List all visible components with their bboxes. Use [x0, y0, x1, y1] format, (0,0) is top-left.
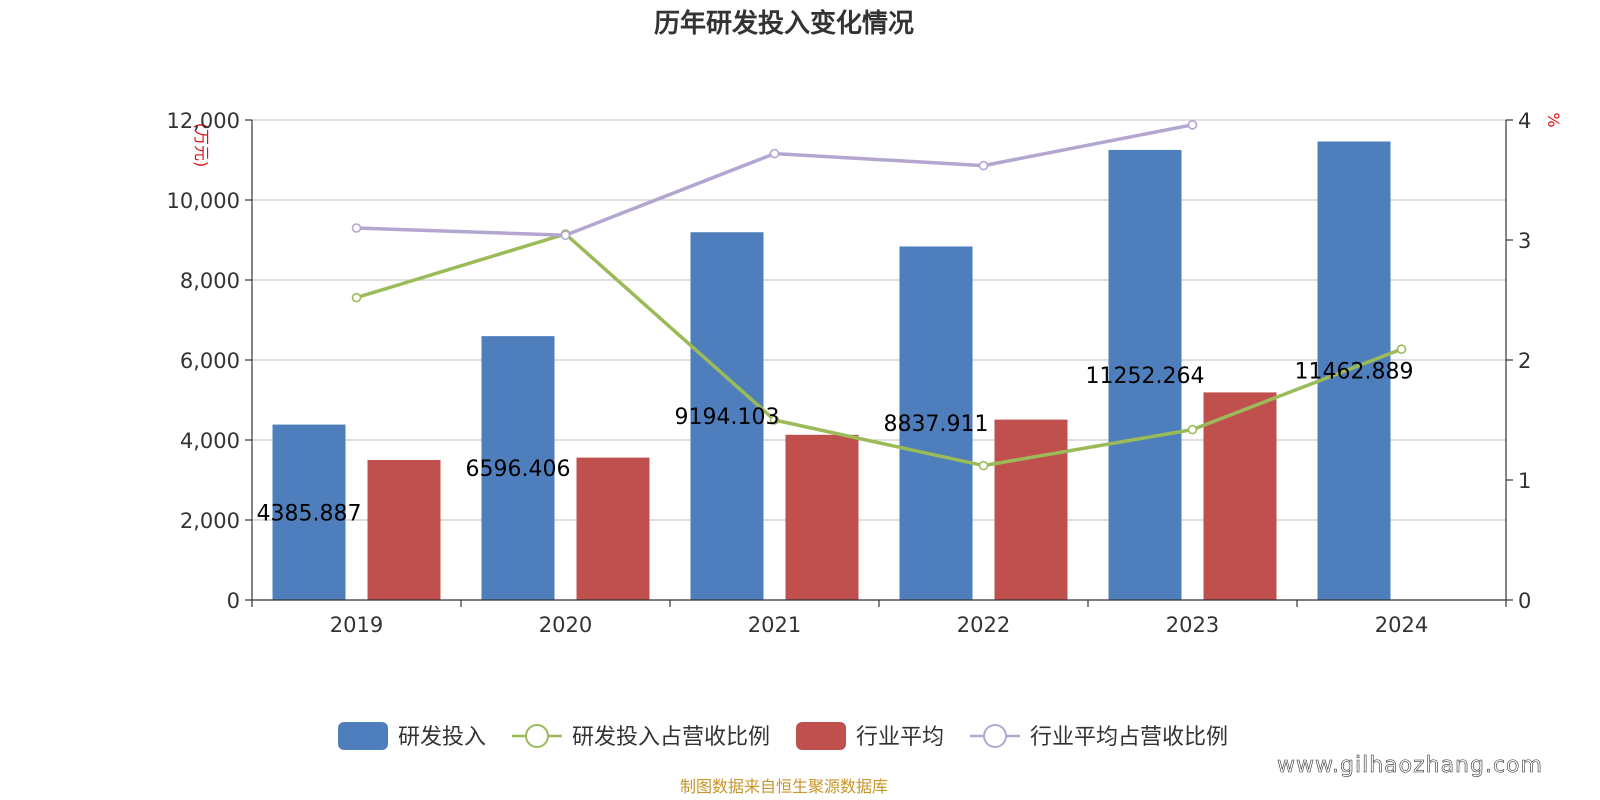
- data-label: 9194.103: [675, 405, 780, 430]
- x-tick-label: 2021: [748, 613, 801, 637]
- legend-label: 研发投入: [398, 725, 486, 750]
- y-left-tick-label: 12,000: [167, 109, 240, 133]
- bar-rd-investment: [1317, 141, 1391, 600]
- legend-item: 研发投入占营收比例: [512, 724, 770, 750]
- data-label: 4385.887: [257, 501, 362, 526]
- bar-industry-average: [1203, 392, 1277, 600]
- bar-industry-average: [994, 419, 1068, 600]
- point-industry-ratio: [560, 230, 571, 240]
- point-industry-ratio: [1187, 120, 1198, 130]
- point-rd-ratio: [1187, 424, 1198, 435]
- legend-swatch-bar: [338, 722, 388, 750]
- point-rd-ratio: [1396, 344, 1407, 355]
- y-left-unit-label: (万元): [192, 123, 211, 168]
- bar-rd-investment: [481, 336, 555, 600]
- bar-rd-investment: [899, 246, 973, 600]
- lines-layer: [351, 120, 1407, 471]
- data-label: 11462.889: [1295, 360, 1414, 385]
- x-tick-label: 2023: [1166, 613, 1219, 637]
- y-left-tick-label: 8,000: [180, 269, 240, 293]
- y-left-tick-label: 0: [227, 589, 240, 613]
- point-rd-ratio: [769, 415, 780, 425]
- legend-item: 行业平均: [796, 722, 944, 750]
- line-industry-ratio: [356, 123, 1193, 237]
- watermark: www.gilhaozhang.com: [1277, 753, 1543, 778]
- y-right-tick-label: 2: [1518, 349, 1531, 373]
- legend-label: 行业平均占营收比例: [1030, 725, 1228, 750]
- point-industry-ratio: [978, 160, 989, 171]
- point-industry-ratio: [351, 223, 362, 233]
- bar-rd-investment: [272, 424, 346, 600]
- y-right-tick-label: 3: [1518, 229, 1531, 253]
- data-label: 8837.911: [884, 412, 989, 437]
- y-right-unit-label: %: [1544, 112, 1563, 127]
- y-left-tick-label: 4,000: [180, 429, 240, 453]
- point-rd-ratio: [978, 460, 989, 471]
- legend-label: 研发投入占营收比例: [572, 725, 770, 750]
- legend-item: 研发投入: [338, 722, 486, 750]
- legend-swatch-marker: [525, 724, 550, 748]
- legend-swatch-marker: [983, 724, 1008, 748]
- bar-industry-average: [367, 460, 441, 600]
- source-note: 制图数据来自恒生聚源数据库: [680, 777, 888, 796]
- x-tick-label: 2020: [539, 613, 592, 637]
- data-label: 6596.406: [466, 457, 571, 482]
- legend-label: 行业平均: [856, 725, 944, 750]
- legend: 研发投入 研发投入占营收比例 行业平均 行业平均占营收比例: [338, 722, 1228, 750]
- grid-lines: [252, 119, 1506, 521]
- x-tick-label: 2019: [330, 613, 383, 637]
- x-tick-label: 2024: [1375, 613, 1428, 637]
- y-right-tick-label: 4: [1518, 109, 1531, 133]
- x-tick-label: 2022: [957, 613, 1010, 637]
- legend-swatch-bar: [796, 722, 847, 750]
- data-labels-layer: 4385.887 6596.406 9194.103 8837.911 11252.26…: [257, 360, 1414, 527]
- y-left-tick-label: 2,000: [180, 509, 240, 533]
- bars-layer: [272, 141, 1391, 601]
- y-left-tick-label: 6,000: [180, 349, 240, 373]
- point-industry-ratio: [769, 148, 780, 159]
- y-left-tick-label: 10,000: [167, 189, 240, 213]
- bar-rd-investment: [690, 232, 764, 600]
- chart-title: 历年研发投入变化情况: [654, 8, 914, 39]
- bar-industry-average: [576, 457, 650, 600]
- bar-rd-investment: [1108, 149, 1182, 601]
- bar-industry-average: [785, 434, 859, 600]
- legend-item: 行业平均占营收比例: [970, 724, 1228, 750]
- axes-layer: 0 2,000 4,000 6,000 8,000 10,000 12,000 0 1 2 3 4 20…: [167, 109, 1532, 637]
- y-right-tick-label: 0: [1518, 589, 1531, 613]
- point-rd-ratio: [351, 292, 362, 303]
- line-rd-ratio: [355, 232, 1403, 468]
- y-right-tick-label: 1: [1518, 469, 1531, 493]
- data-label: 11252.264: [1086, 364, 1205, 389]
